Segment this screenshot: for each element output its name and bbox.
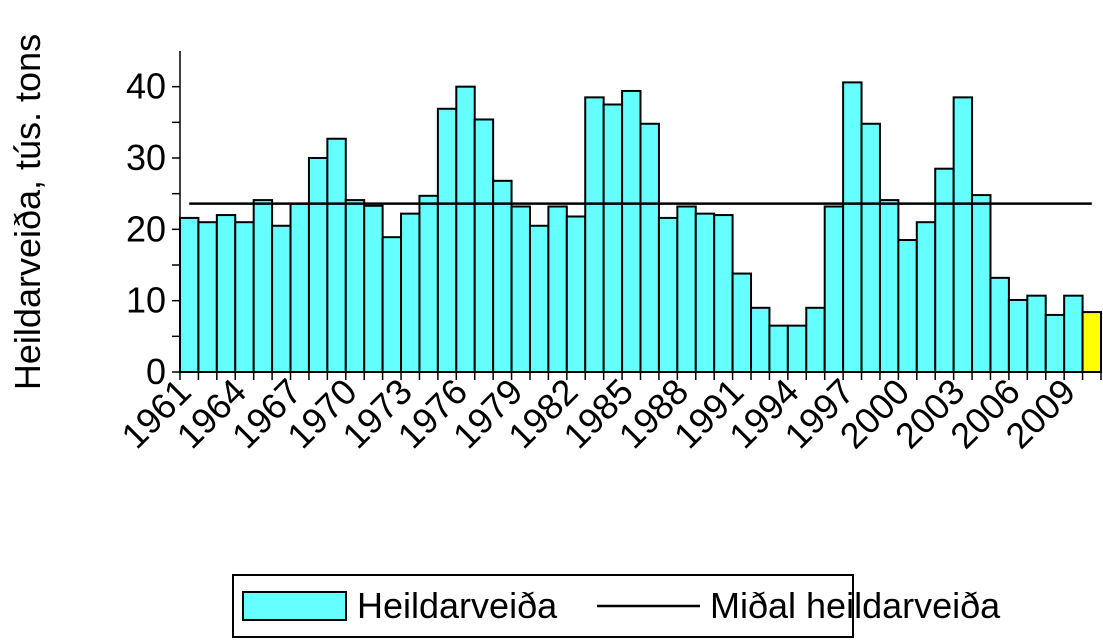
y-tick-label: 0 — [146, 351, 166, 392]
bar — [621, 89, 642, 374]
bar — [897, 239, 918, 373]
bar — [639, 122, 660, 374]
bar — [971, 194, 992, 373]
bar — [307, 157, 329, 373]
bar — [915, 221, 937, 373]
bar — [326, 137, 347, 373]
bar — [860, 122, 881, 374]
bar — [1026, 294, 1047, 374]
bar — [786, 324, 808, 373]
bar — [510, 205, 531, 373]
bar — [492, 179, 513, 373]
bar — [344, 199, 366, 373]
bar — [547, 205, 568, 373]
y-tick-label: 30 — [126, 137, 166, 178]
bar — [381, 236, 403, 373]
bar — [989, 276, 1010, 373]
bar — [289, 202, 310, 373]
bar — [197, 221, 218, 373]
bar — [1044, 313, 1066, 373]
bar — [528, 224, 550, 373]
y-tick-label: 20 — [126, 208, 166, 249]
bar — [657, 216, 679, 373]
bar — [1063, 294, 1084, 374]
bar — [878, 199, 900, 373]
bar — [934, 167, 955, 373]
bar — [565, 215, 587, 373]
legend-label: Heildarveiða — [357, 585, 558, 626]
bar — [713, 214, 734, 373]
bar — [584, 96, 605, 373]
bar — [271, 224, 292, 373]
legend-swatch — [242, 591, 347, 621]
bar — [234, 221, 255, 373]
bar — [473, 118, 495, 374]
bar — [1007, 298, 1029, 374]
bar — [602, 103, 624, 373]
bar — [436, 107, 458, 373]
bar — [363, 204, 384, 373]
y-tick-label: 40 — [126, 66, 166, 107]
bar — [1081, 311, 1102, 373]
bar — [750, 306, 771, 373]
bar — [215, 214, 237, 373]
bar — [842, 81, 863, 374]
bar — [731, 272, 753, 373]
bar — [768, 324, 789, 373]
bar — [455, 85, 476, 374]
legend-label: Miðal heildarveiða — [710, 585, 1001, 626]
bar — [694, 212, 716, 373]
bar — [252, 199, 274, 373]
bar — [179, 216, 200, 373]
bar — [805, 306, 826, 373]
y-tick-label: 10 — [126, 280, 166, 321]
y-axis-label: Heildarveiða, tús. tons — [7, 34, 48, 390]
bar — [400, 212, 421, 373]
bar — [823, 205, 845, 373]
bar — [952, 96, 974, 373]
bar — [418, 194, 439, 373]
bar — [676, 205, 697, 373]
